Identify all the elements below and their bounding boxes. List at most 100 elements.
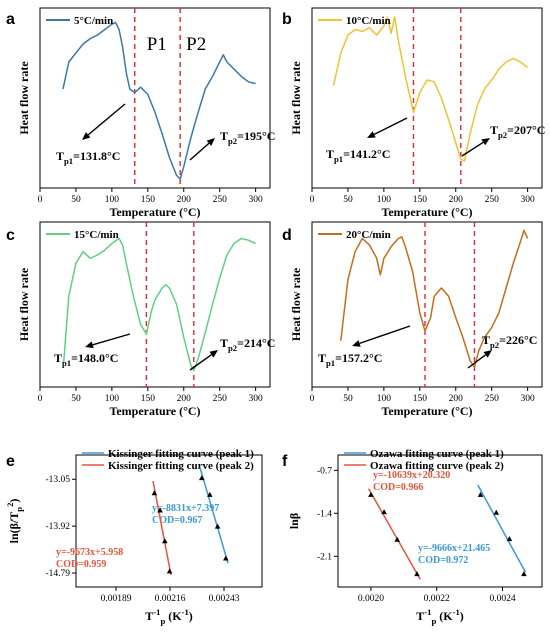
- y-tick-label: -1.4: [317, 509, 332, 519]
- panel-f: f 0.0020 0.0022 0.0024 -0.7 -1.4 -2.1 T-1p (K-1…: [282, 448, 543, 626]
- x-axis-label: Temperature (°C): [109, 205, 200, 219]
- data-point: [368, 491, 374, 497]
- x-tick-label: 100: [105, 394, 120, 404]
- annotation-arrow-head: [352, 340, 361, 347]
- y-axis-label: Heat flow rate: [17, 61, 31, 135]
- annotation-arrow-head: [481, 138, 490, 146]
- x-tick-label: 300: [249, 394, 264, 404]
- peak-temperature-label: Tp1=131.8°C: [56, 149, 120, 166]
- fit-line: [477, 484, 527, 573]
- data-point: [521, 571, 527, 577]
- x-tick-label: 250: [485, 394, 500, 404]
- region-label-p2: P2: [186, 34, 206, 55]
- x-axis-label: Temperature (°C): [109, 404, 200, 418]
- data-point: [199, 475, 205, 481]
- x-axis-label: T-1p (K-1): [416, 607, 464, 626]
- panel-d: d 0 50 100 150 200 250 300 Temperature (°C) Heat …: [282, 221, 543, 418]
- x-tick-label: 100: [377, 195, 392, 205]
- panel-letter-c: c: [6, 227, 15, 244]
- y-tick-label: -2.1: [317, 552, 332, 562]
- annotation-arrow-shaft: [373, 117, 408, 136]
- legend-label: Kissinger fitting curve (peak 2): [108, 460, 254, 472]
- peak-temperature-label: Tp1=157.2°C: [318, 351, 382, 368]
- x-tick-label: 250: [213, 394, 228, 404]
- x-tick-label: 0.0024: [489, 594, 515, 604]
- plot-frame: [337, 454, 543, 588]
- x-tick-label: 50: [343, 195, 353, 205]
- x-tick-label: 0.00243: [209, 594, 240, 604]
- plot-frame: [311, 7, 543, 189]
- annotation-arrow-head: [209, 350, 218, 358]
- peak-annotation-1: Tp1=148.0°C: [54, 333, 131, 368]
- data-point: [166, 568, 173, 574]
- fit-cod: COD=0.966: [373, 482, 423, 493]
- panel-letter-b: b: [282, 11, 292, 28]
- legend-label: Ozawa fitting curve (peak 2): [370, 460, 504, 472]
- peak-temperature-label: Tp2=195°C: [220, 129, 275, 146]
- peak-annotation-1: Tp1=141.2°C: [326, 117, 408, 164]
- data-point: [214, 523, 221, 529]
- legend-label: 15°C/min: [74, 229, 119, 241]
- panel-a: a 0 50 100 150 200 250 300 Temperature (°C) Heat …: [6, 7, 275, 219]
- annotation-arrow-shaft: [87, 103, 126, 136]
- x-tick-label: 200: [177, 195, 192, 205]
- x-tick-label: 0.0022: [424, 594, 450, 604]
- peak-annotation-1: Tp1=131.8°C: [56, 103, 126, 166]
- annotation-arrow-head: [82, 132, 91, 140]
- dsc-curve: [340, 229, 529, 368]
- data-point: [157, 507, 163, 513]
- y-tick-label: -13.05: [45, 475, 70, 485]
- fit-equation: y=-10639x+20.320: [373, 470, 450, 481]
- x-tick-label: 0.00189: [101, 594, 132, 604]
- y-axis-label: lnβ: [287, 513, 301, 529]
- panel-b: b 0 50 100 150 200 250 300 Temperature (°C) Heat …: [282, 7, 545, 219]
- x-tick-label: 250: [485, 195, 500, 205]
- peak-annotation-2: Tp2=226°C: [467, 333, 537, 369]
- fit-line: [152, 480, 172, 576]
- x-tick-label: 200: [177, 394, 192, 404]
- fit-equation: y=-8831x+7.397: [152, 503, 219, 514]
- fit-cod: COD=0.959: [56, 559, 106, 570]
- panel-letter-e: e: [6, 453, 15, 470]
- legend-label: 5°C/min: [74, 15, 113, 27]
- x-tick-label: 200: [449, 394, 464, 404]
- dsc-curve: [62, 21, 256, 180]
- y-tick-label: -14.79: [45, 569, 70, 579]
- annotation-arrow-shaft: [92, 333, 131, 346]
- data-point: [477, 491, 484, 497]
- x-axis-label: Temperature (°C): [381, 404, 472, 418]
- data-point: [151, 490, 158, 496]
- panel-letter-a: a: [6, 11, 15, 28]
- annotation-arrow-shaft: [461, 141, 484, 157]
- x-tick-label: 50: [343, 394, 353, 404]
- data-point: [223, 555, 229, 561]
- data-point: [162, 538, 168, 544]
- x-tick-label: 0: [38, 195, 43, 205]
- data-point: [394, 536, 401, 542]
- annotation-arrow-shaft: [189, 142, 210, 161]
- peak-annotation-1: Tp1=157.2°C: [318, 325, 411, 368]
- data-point: [381, 509, 387, 515]
- panel-e: e 0.00189 0.00216 0.00243 -13.05 -13.92 -14.79…: [5, 448, 263, 626]
- x-tick-label: 150: [413, 394, 428, 404]
- fit-cod: COD=0.967: [152, 515, 202, 526]
- x-tick-label: 0.0020: [358, 594, 384, 604]
- panel-letter-d: d: [282, 227, 292, 244]
- x-tick-label: 300: [249, 195, 264, 205]
- peak-temperature-label: Tp2=226°C: [482, 333, 537, 350]
- x-tick-label: 100: [377, 394, 392, 404]
- y-tick-label: -0.7: [317, 466, 332, 476]
- x-tick-label: 100: [105, 195, 120, 205]
- peak-temperature-label: Tp2=214°C: [220, 336, 275, 353]
- x-axis-label: T-1p (K-1): [145, 607, 193, 626]
- dsc-curve: [332, 16, 529, 162]
- region-label-p1: P1: [147, 34, 167, 55]
- annotation-arrow-head: [206, 138, 215, 146]
- x-tick-label: 150: [413, 195, 428, 205]
- x-tick-label: 150: [141, 195, 156, 205]
- panel-letter-f: f: [282, 453, 288, 470]
